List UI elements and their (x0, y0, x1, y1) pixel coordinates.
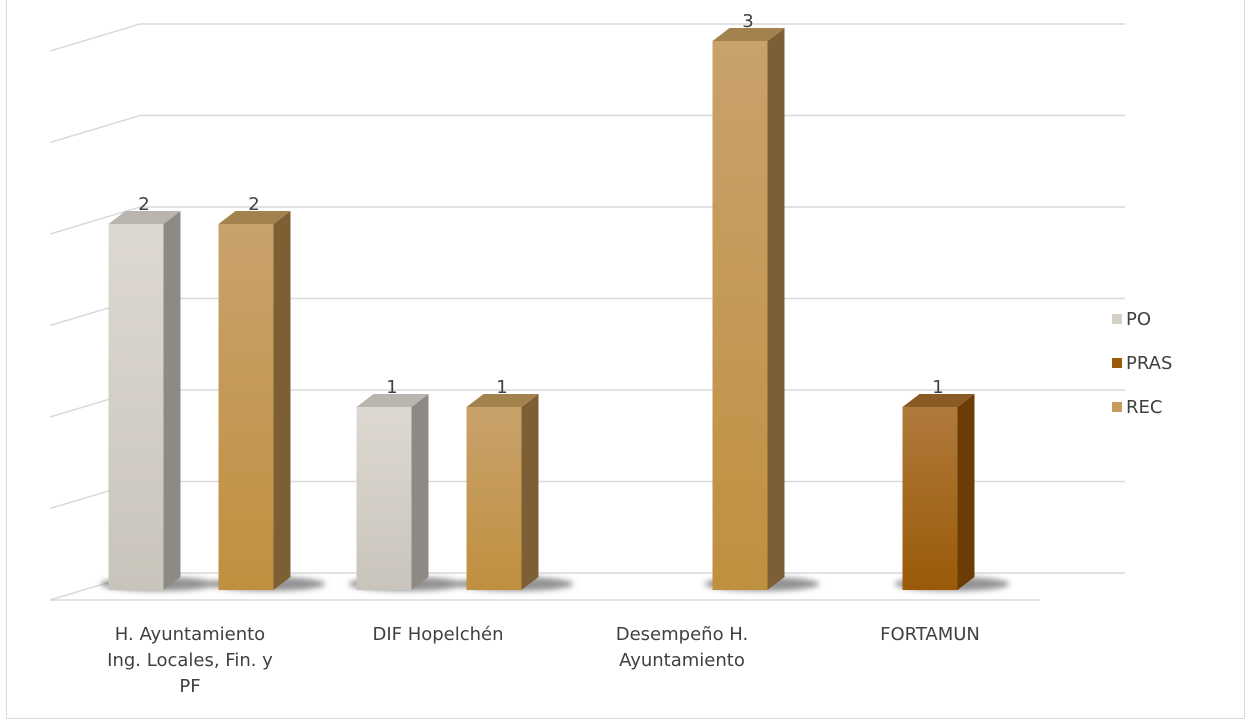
legend-swatch (1112, 402, 1122, 412)
bar-top-rec (712, 28, 785, 41)
legend-item-rec: REC (1112, 385, 1242, 429)
category-label: FORTAMUN (880, 624, 980, 645)
category-label: H. Ayuntamiento Ing. Locales, Fin. y PF (107, 624, 273, 697)
category-label: Desempeño H. Ayuntamiento (616, 624, 749, 671)
bar-rec (218, 224, 274, 590)
bar-side-po (411, 394, 429, 590)
bar-side-rec (521, 394, 539, 590)
gridline (49, 114, 1125, 144)
value-label: 2 (138, 194, 149, 215)
chart-frame (6, 0, 1245, 719)
bar-side-rec (273, 211, 291, 590)
legend-item-po: PO (1112, 297, 1242, 341)
legend-label: PO (1126, 308, 1152, 330)
legend-label: PRAS (1126, 352, 1173, 374)
bar-top-po (356, 394, 429, 407)
gridline (49, 23, 1125, 52)
bar-rec (466, 407, 522, 590)
bar-side-pras (957, 394, 975, 590)
category-labels: H. Ayuntamiento Ing. Locales, Fin. y PF DIF… (107, 624, 980, 697)
value-label: 3 (742, 11, 753, 32)
bar-top-pras (902, 394, 975, 407)
gridline (49, 297, 1125, 327)
value-labels: 2 1 1 2 1 3 (138, 11, 943, 398)
bar-top-rec (466, 394, 539, 407)
legend-label: REC (1126, 396, 1163, 418)
category-label: DIF Hopelchén (372, 624, 503, 645)
bar-top-rec (218, 211, 291, 224)
legend-item-pras: PRAS (1112, 341, 1242, 385)
bar-side-rec (767, 28, 785, 590)
bar-side-po (163, 211, 181, 590)
legend: PO PRAS REC (1112, 297, 1242, 429)
value-label: 1 (386, 377, 397, 398)
gridline (49, 206, 1125, 235)
bar-po (356, 407, 412, 590)
bar-rec (712, 41, 768, 590)
bar-po (108, 224, 164, 590)
value-label: 1 (932, 377, 943, 398)
value-label: 1 (496, 377, 507, 398)
bar-top-po (108, 211, 181, 224)
value-label: 2 (248, 194, 259, 215)
bars (108, 28, 975, 590)
legend-swatch (1112, 358, 1122, 368)
legend-swatch (1112, 314, 1122, 324)
bar-pras (902, 407, 958, 590)
